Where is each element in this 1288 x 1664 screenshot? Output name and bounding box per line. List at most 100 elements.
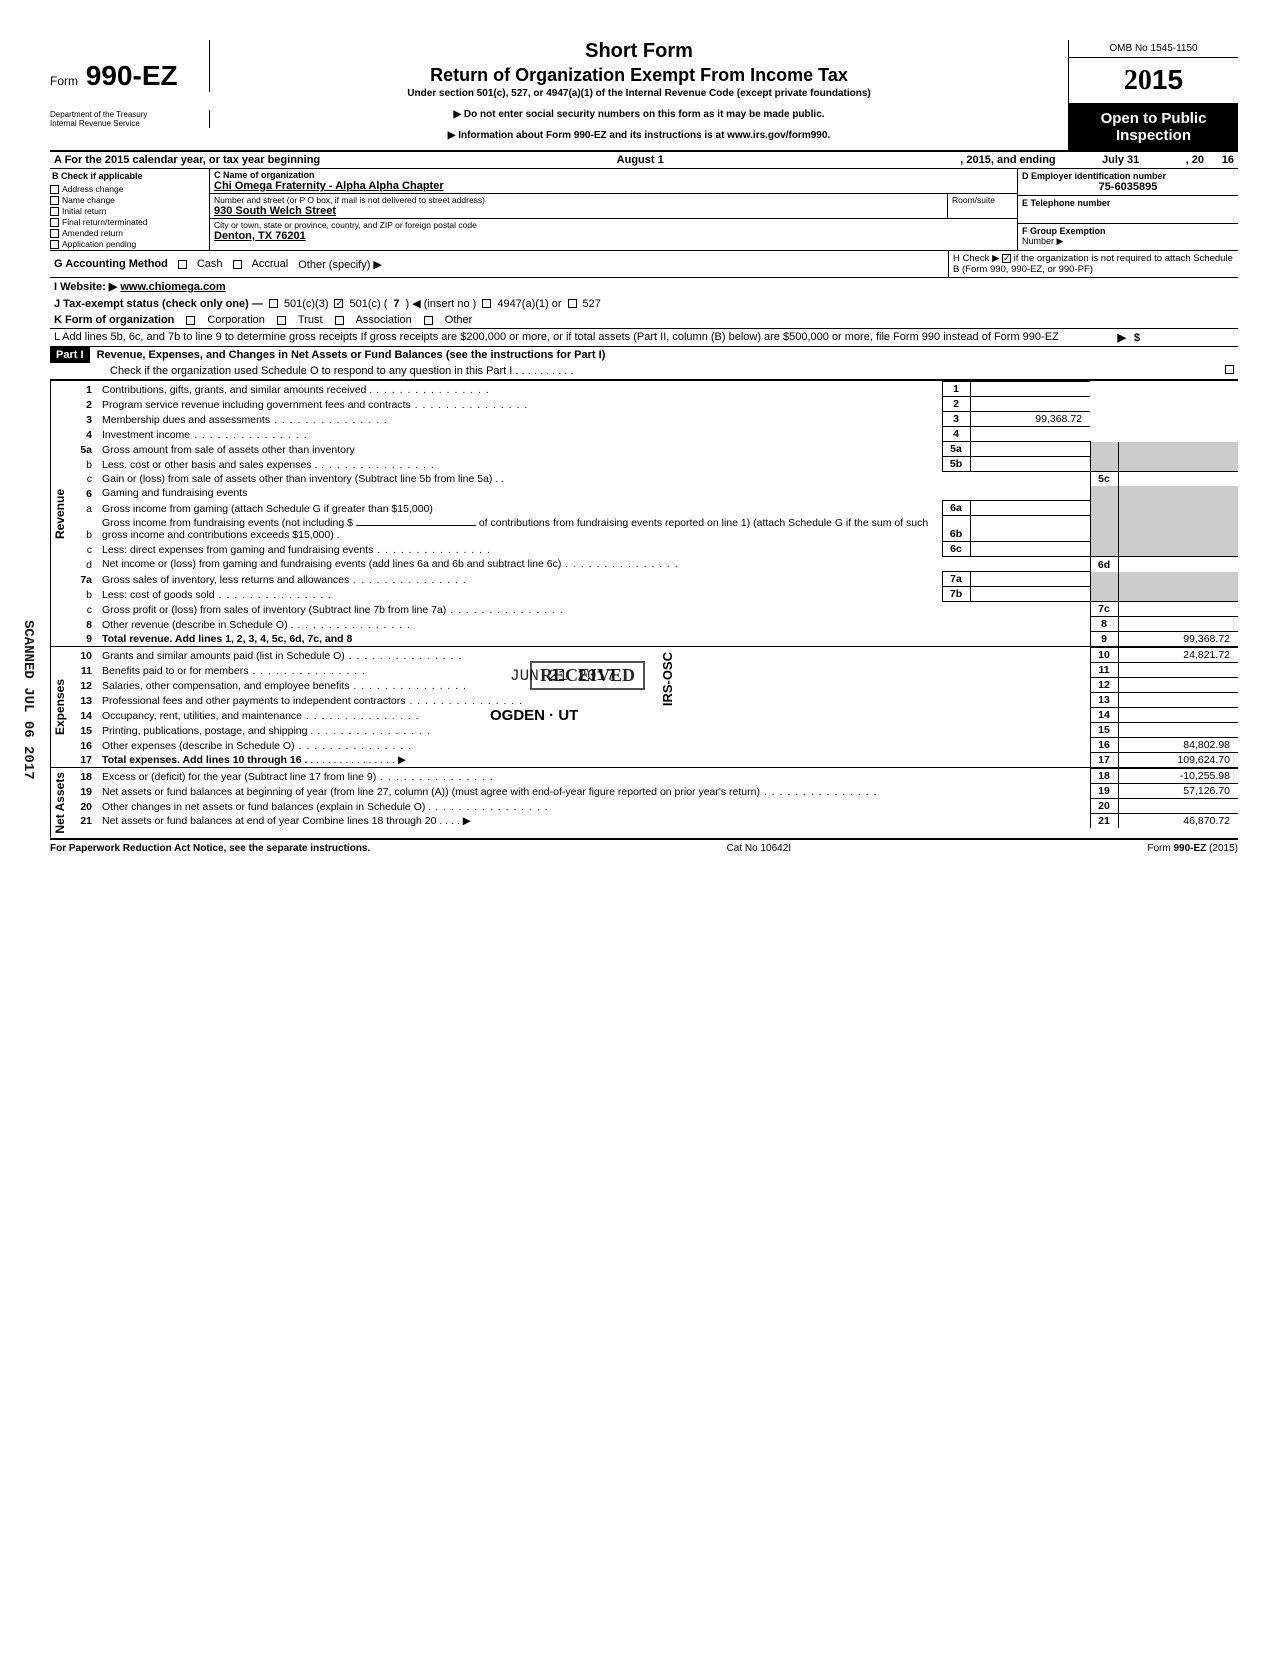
street-address: 930 South Welch Street — [214, 205, 943, 217]
form-prefix: Form — [50, 74, 78, 88]
inspect1: Open to Public — [1073, 110, 1234, 127]
f-label: F Group Exemption — [1022, 226, 1234, 236]
cb-527[interactable] — [568, 299, 577, 308]
cb-initial-return[interactable] — [50, 207, 59, 216]
revenue-table: 1Contributions, gifts, grants, and simil… — [72, 381, 1238, 646]
form-number-text: 990-EZ — [86, 60, 178, 91]
b-item-5: Application pending — [62, 239, 136, 249]
form-header: Form 990-EZ Department of the Treasury I… — [50, 40, 1238, 150]
expenses-section: Expenses 10Grants and similar amounts pa… — [50, 646, 1238, 767]
cb-assoc[interactable] — [335, 316, 344, 325]
scanned-stamp: SCANNED JUL 06 2017 — [20, 620, 36, 780]
i-label: I Website: ▶ — [54, 281, 117, 293]
line-7a: Gross sales of inventory, less returns a… — [98, 572, 942, 587]
g-label: G Accounting Method — [54, 258, 168, 270]
addr-label: Number and street (or P O box, if mail i… — [214, 195, 943, 205]
section-c: C Name of organization Chi Omega Fratern… — [210, 169, 1018, 250]
row-a-end2: , 20 — [1186, 154, 1204, 166]
line-18: Excess or (deficit) for the year (Subtra… — [98, 769, 1090, 784]
footer-mid: Cat No 10642I — [727, 843, 792, 854]
cb-trust[interactable] — [277, 316, 286, 325]
val-19: 57,126.70 — [1118, 784, 1238, 799]
line-6c: Less: direct expenses from gaming and fu… — [98, 542, 942, 557]
j-527: 527 — [583, 298, 601, 310]
j-cend: ) ◀ (insert no ) — [406, 297, 477, 310]
expenses-side-label: Expenses — [50, 647, 72, 767]
row-a: A For the 2015 calendar year, or tax yea… — [50, 152, 1238, 169]
line-15: Printing, publications, postage, and shi… — [98, 723, 1090, 738]
line-5b: Less. cost or other basis and sales expe… — [98, 457, 942, 472]
section-b: B Check if applicable Address change Nam… — [50, 169, 210, 250]
cb-501c3[interactable] — [269, 299, 278, 308]
dept2: Internal Revenue Service — [50, 119, 199, 128]
ein: 75-6035895 — [1022, 181, 1234, 193]
k-other: Other — [445, 314, 473, 326]
cb-amended-return[interactable] — [50, 229, 59, 238]
h-label: H Check ▶ — [953, 253, 999, 264]
line-8: Other revenue (describe in Schedule O) . — [98, 617, 1090, 632]
note2: ▶ Information about Form 990-EZ and its … — [224, 130, 1054, 141]
omb-number: OMB No 1545-1150 — [1069, 40, 1238, 58]
line-14: Occupancy, rent, utilities, and maintena… — [98, 708, 1090, 723]
line-6b1: Gross income from fundraising events (no… — [102, 517, 353, 529]
j-501c: 501(c) ( — [349, 298, 387, 310]
section-def: D Employer identification number 75-6035… — [1018, 169, 1238, 250]
right-block: OMB No 1545-1150 2015 Open to Public Ins… — [1068, 40, 1238, 150]
note1: ▶ Do not enter social security numbers o… — [224, 109, 1054, 120]
cb-accrual[interactable] — [233, 260, 242, 269]
cb-address-change[interactable] — [50, 185, 59, 194]
part1-label: Part I — [50, 347, 90, 363]
b-item-3: Final return/terminated — [62, 217, 148, 227]
city-state-zip: Denton, TX 76201 — [214, 230, 1013, 242]
k-assoc: Association — [356, 314, 412, 326]
revenue-side-label: Revenue — [50, 381, 72, 646]
netassets-side-label: Net Assets — [50, 768, 72, 838]
footer-right: Form 990-EZ (2015) — [1147, 843, 1238, 854]
expenses-table: 10Grants and similar amounts paid (list … — [72, 647, 1238, 767]
j-501c3: 501(c)(3) — [284, 298, 329, 310]
title-block: Short Form Return of Organization Exempt… — [218, 40, 1060, 141]
ogden-stamp: OGDEN · UT — [490, 707, 578, 724]
k-trust: Trust — [298, 314, 323, 326]
e-label: E Telephone number — [1022, 198, 1234, 208]
val-9: 99,368.72 — [1118, 632, 1238, 647]
row-a-mid: , 2015, and ending — [960, 154, 1055, 166]
b-item-1: Name change — [62, 195, 115, 205]
cb-part1-scho[interactable] — [1225, 365, 1234, 374]
tax-year-end: July 31 — [1056, 154, 1186, 166]
row-l: L Add lines 5b, 6c, and 7b to line 9 to … — [50, 329, 1238, 347]
cb-4947[interactable] — [482, 299, 491, 308]
l-arrow: ▶ — [1110, 331, 1134, 344]
date-stamp: JUN 21 2017 — [510, 667, 616, 685]
line-6d: Net income or (loss) from gaming and fun… — [98, 557, 1090, 572]
g-accrual: Accrual — [252, 258, 289, 270]
cb-501c[interactable] — [334, 299, 343, 308]
c-label: C Name of organization — [214, 170, 1013, 180]
line-9: Total revenue. Add lines 1, 2, 3, 4, 5c,… — [102, 633, 352, 645]
room-label: Room/suite — [947, 194, 1017, 218]
website: www.chiomega.com — [120, 281, 225, 293]
f-label2: Number ▶ — [1022, 236, 1234, 247]
cb-final-return[interactable] — [50, 218, 59, 227]
l-text: L Add lines 5b, 6c, and 7b to line 9 to … — [54, 331, 1110, 344]
val-10: 24,821.72 — [1118, 648, 1238, 663]
j-cnum: 7 — [393, 298, 399, 310]
revenue-section: Revenue 1Contributions, gifts, grants, a… — [50, 380, 1238, 646]
cb-name-change[interactable] — [50, 196, 59, 205]
row-i: I Website: ▶ www.chiomega.com — [50, 278, 1238, 295]
cb-cash[interactable] — [178, 260, 187, 269]
cb-application-pending[interactable] — [50, 240, 59, 249]
b-item-4: Amended return — [62, 228, 123, 238]
cb-corp[interactable] — [186, 316, 195, 325]
tax-year: 2015 — [1069, 58, 1238, 104]
cb-h-check[interactable] — [1002, 254, 1011, 263]
cb-other[interactable] — [424, 316, 433, 325]
b-item-2: Initial return — [62, 206, 106, 216]
line-19: Net assets or fund balances at beginning… — [98, 784, 1090, 799]
part1-check-text: Check if the organization used Schedule … — [110, 365, 1225, 377]
line-13: Professional fees and other payments to … — [98, 693, 1090, 708]
line-6a: Gross income from gaming (attach Schedul… — [98, 501, 942, 516]
line-5c: Gain or (loss) from sale of assets other… — [98, 472, 1090, 487]
g-cash: Cash — [197, 258, 223, 270]
val-3: 99,368.72 — [970, 412, 1090, 427]
